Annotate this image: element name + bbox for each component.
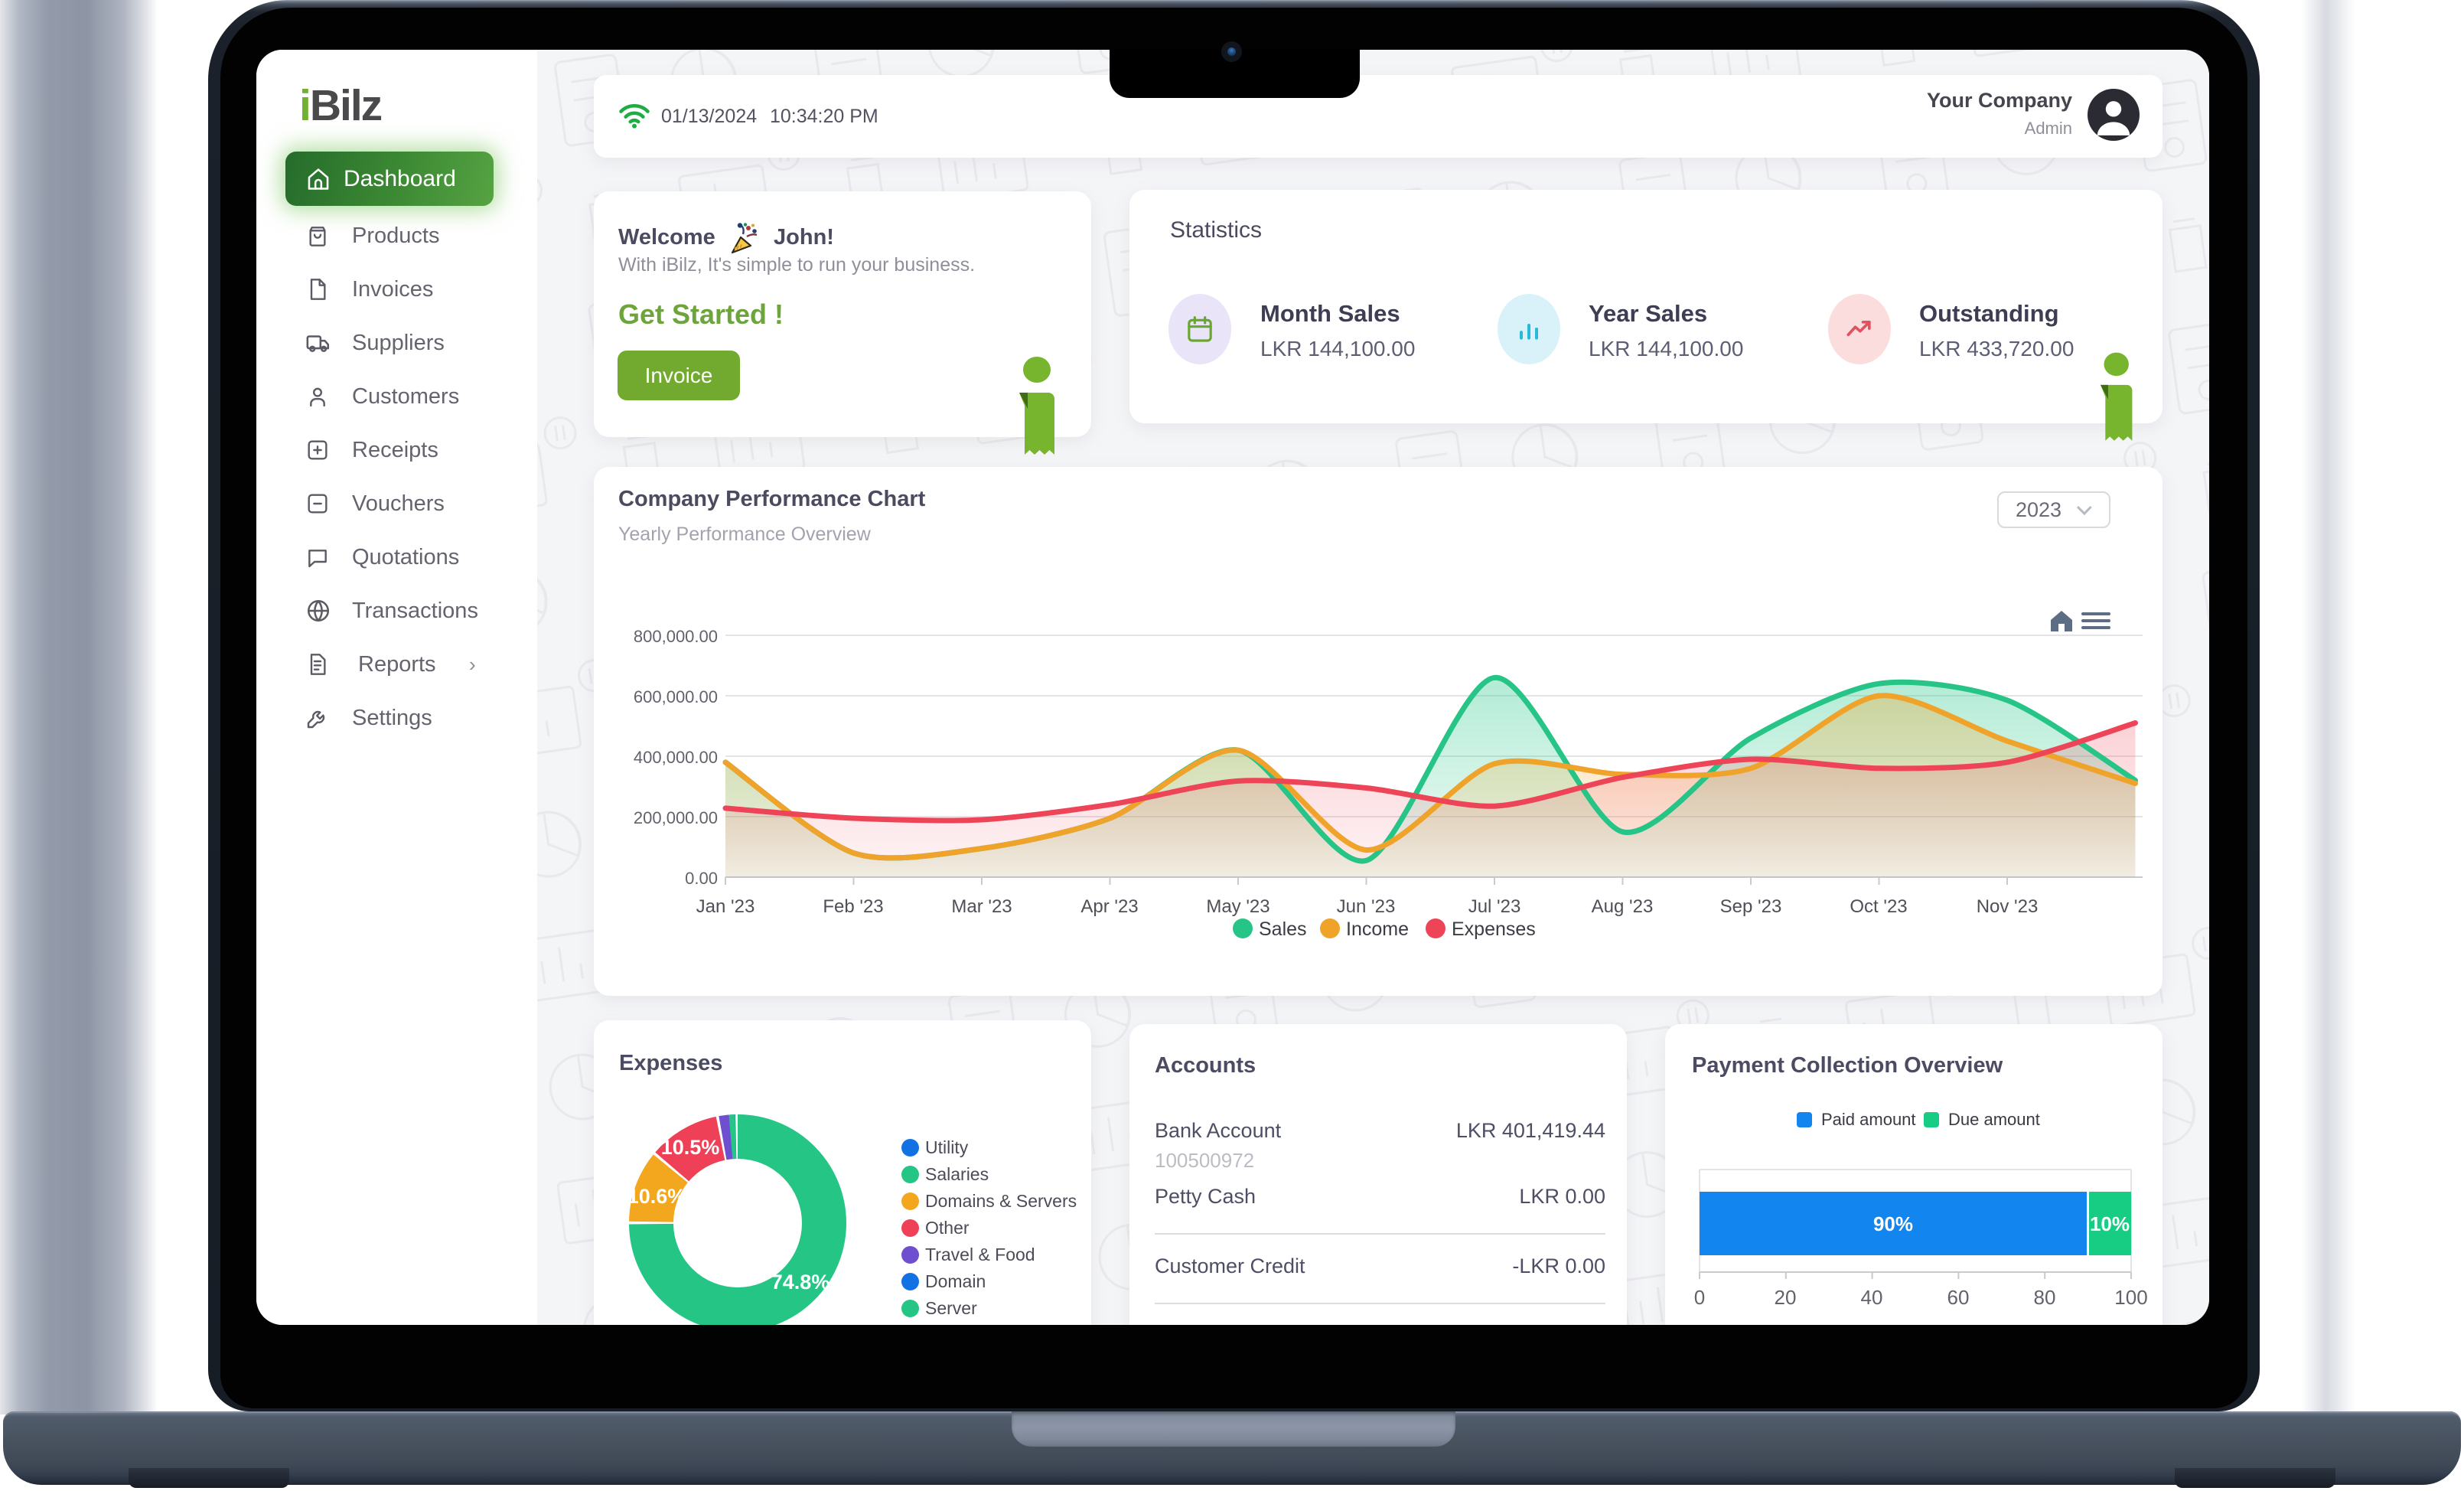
svg-text:10.5%: 10.5% (661, 1136, 720, 1159)
svg-text:10%: 10% (2090, 1212, 2130, 1235)
svg-text:Sales: Sales (1259, 918, 1307, 940)
svg-text:Sep '23: Sep '23 (1720, 896, 1782, 917)
svg-text:0.00: 0.00 (685, 869, 718, 888)
svg-text:10.6%: 10.6% (627, 1185, 686, 1208)
svg-text:800,000.00: 800,000.00 (634, 627, 718, 646)
svg-text:200,000.00: 200,000.00 (634, 808, 718, 827)
svg-text:Mar '23: Mar '23 (951, 896, 1012, 917)
svg-text:60: 60 (1947, 1286, 1970, 1309)
svg-text:90%: 90% (1873, 1212, 1913, 1235)
svg-text:80: 80 (2034, 1286, 2056, 1309)
svg-text:Income: Income (1346, 918, 1409, 940)
svg-text:Jun '23: Jun '23 (1337, 896, 1396, 917)
svg-text:May '23: May '23 (1206, 896, 1269, 917)
svg-text:Apr '23: Apr '23 (1080, 896, 1138, 917)
svg-text:Jul '23: Jul '23 (1468, 896, 1521, 917)
svg-text:40: 40 (1861, 1286, 1883, 1309)
svg-text:74.8%: 74.8% (771, 1271, 830, 1294)
svg-text:Jan '23: Jan '23 (696, 896, 755, 917)
svg-text:Feb '23: Feb '23 (823, 896, 883, 917)
svg-text:Nov '23: Nov '23 (1977, 896, 2039, 917)
svg-text:100: 100 (2114, 1286, 2147, 1309)
svg-text:600,000.00: 600,000.00 (634, 687, 718, 706)
svg-text:Expenses: Expenses (1452, 918, 1536, 940)
svg-text:400,000.00: 400,000.00 (634, 748, 718, 767)
svg-text:Oct '23: Oct '23 (1850, 896, 1907, 917)
svg-text:20: 20 (1775, 1286, 1797, 1309)
svg-text:0: 0 (1694, 1286, 1705, 1309)
svg-text:Aug '23: Aug '23 (1592, 896, 1654, 917)
